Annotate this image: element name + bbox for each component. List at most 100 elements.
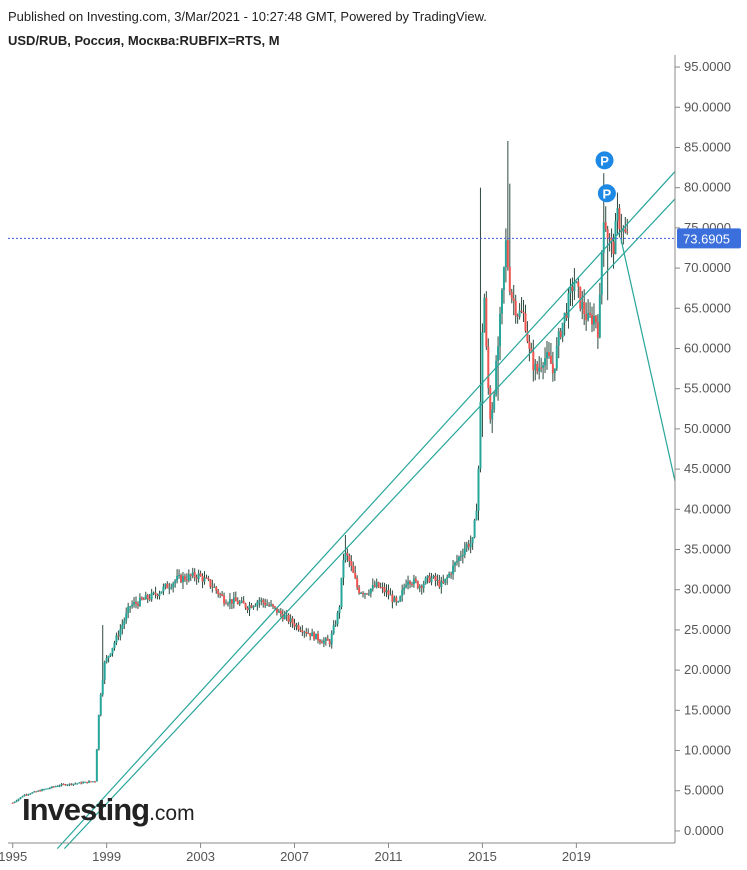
candle xyxy=(393,595,396,603)
candle xyxy=(223,592,226,607)
candle xyxy=(442,574,445,585)
candle xyxy=(500,288,503,325)
candle xyxy=(502,266,505,304)
candle xyxy=(254,603,257,607)
candle xyxy=(138,593,141,607)
candle xyxy=(279,608,282,618)
candle xyxy=(467,539,470,551)
candle xyxy=(291,616,294,629)
candle xyxy=(591,306,594,333)
candle xyxy=(99,692,102,717)
candle xyxy=(405,579,408,589)
candle xyxy=(438,574,441,589)
candle xyxy=(452,559,455,580)
candle xyxy=(13,801,16,804)
candle xyxy=(512,284,515,316)
candle xyxy=(575,281,578,284)
y-tick-label: 15.0000 xyxy=(684,702,731,717)
candle xyxy=(577,277,580,299)
candle xyxy=(473,518,476,539)
candle xyxy=(403,583,406,595)
marker-p[interactable]: P xyxy=(595,151,614,170)
candle xyxy=(446,574,449,585)
candle xyxy=(240,596,243,604)
y-tick-label: 80.0000 xyxy=(684,180,731,195)
candle xyxy=(592,303,595,332)
candle xyxy=(31,792,34,794)
last-price-label: 73.6905 xyxy=(683,231,730,246)
candle xyxy=(172,581,175,593)
candle xyxy=(25,793,28,796)
candle xyxy=(324,636,327,646)
candle xyxy=(48,787,51,790)
trendline[interactable] xyxy=(56,171,676,850)
candle xyxy=(573,268,576,301)
candle xyxy=(477,465,480,521)
y-tick-label: 65.0000 xyxy=(684,300,731,315)
candle xyxy=(289,614,292,627)
candle xyxy=(29,793,32,795)
candle xyxy=(581,290,584,320)
candle xyxy=(420,584,423,595)
candle xyxy=(60,782,63,787)
candle xyxy=(318,638,321,645)
candle xyxy=(596,314,599,349)
candle xyxy=(546,340,549,370)
candle xyxy=(105,655,108,664)
candle xyxy=(569,278,572,306)
candle xyxy=(571,277,574,307)
candle xyxy=(23,794,26,797)
candle xyxy=(301,625,304,637)
candle xyxy=(21,795,24,798)
candle xyxy=(330,630,333,649)
candle xyxy=(232,591,235,609)
candle xyxy=(358,585,361,595)
candle xyxy=(52,786,55,788)
candle xyxy=(242,596,245,604)
candle xyxy=(268,602,271,607)
candle xyxy=(410,581,413,588)
candle xyxy=(19,797,22,800)
candle xyxy=(391,590,394,609)
candle xyxy=(555,337,558,371)
candle xyxy=(95,748,98,782)
candle xyxy=(82,781,85,784)
candle xyxy=(144,591,147,600)
candle xyxy=(142,597,145,601)
candle xyxy=(551,351,554,382)
candle xyxy=(407,575,410,590)
x-tick-label: 1999 xyxy=(92,849,121,864)
candle xyxy=(395,595,398,606)
candle xyxy=(97,714,100,751)
candle xyxy=(334,620,337,627)
trendline[interactable] xyxy=(63,198,676,850)
investing-logo: Investing.com xyxy=(22,792,195,828)
candle xyxy=(491,402,494,433)
candle xyxy=(305,627,308,637)
candle xyxy=(256,599,259,611)
candle xyxy=(389,588,392,596)
candle xyxy=(86,781,89,784)
candle xyxy=(526,321,529,344)
candle xyxy=(191,567,194,579)
candle xyxy=(293,618,296,630)
candle xyxy=(475,503,478,521)
candle xyxy=(134,596,137,609)
candle xyxy=(516,313,519,324)
candle xyxy=(101,625,104,697)
y-tick-label: 55.0000 xyxy=(684,381,731,396)
candle xyxy=(465,541,468,553)
candle xyxy=(432,574,435,579)
candle xyxy=(369,588,372,598)
candle xyxy=(532,339,535,382)
candle xyxy=(39,789,42,792)
trendline[interactable] xyxy=(620,239,676,482)
marker-p[interactable]: P xyxy=(597,184,616,203)
candle xyxy=(375,578,378,589)
candle xyxy=(493,391,496,413)
candle xyxy=(371,578,374,592)
overlay-layer: 73.6905 P P xyxy=(8,151,741,249)
candle xyxy=(150,588,153,602)
candle xyxy=(497,336,500,401)
